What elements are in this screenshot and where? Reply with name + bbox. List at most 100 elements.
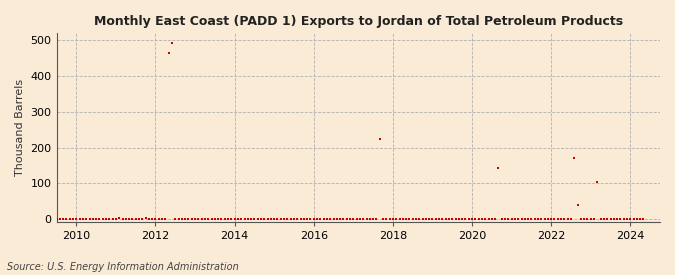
Point (289, 217, 300, 221)
Point (219, 217, 230, 221)
Point (101, 217, 111, 221)
Point (394, 217, 405, 221)
Point (431, 217, 441, 221)
Point (68, 217, 78, 221)
Point (338, 217, 349, 221)
Point (410, 217, 421, 221)
Point (407, 217, 418, 221)
Point (279, 217, 290, 221)
Point (275, 217, 286, 221)
Point (64, 217, 75, 221)
Point (351, 217, 362, 221)
Point (493, 166, 504, 170)
Point (137, 217, 148, 221)
Point (450, 217, 461, 221)
Point (308, 217, 319, 221)
Point (589, 217, 599, 221)
Point (384, 217, 395, 221)
Point (539, 217, 550, 221)
Point (447, 217, 458, 221)
Point (602, 217, 613, 221)
Point (615, 217, 626, 221)
Point (209, 217, 220, 221)
Point (45, 217, 55, 221)
Point (318, 217, 329, 221)
Point (200, 217, 211, 221)
Point (292, 217, 302, 221)
Point (592, 180, 603, 184)
Point (358, 217, 369, 221)
Point (473, 217, 484, 221)
Point (61, 217, 72, 221)
Point (572, 202, 583, 207)
Point (107, 217, 118, 221)
Point (440, 217, 451, 221)
Point (114, 216, 125, 220)
Point (638, 217, 649, 221)
Point (262, 217, 273, 221)
Point (295, 217, 306, 221)
Point (595, 217, 606, 221)
Point (387, 217, 398, 221)
Point (236, 217, 246, 221)
Point (256, 217, 267, 221)
Point (252, 217, 263, 221)
Point (457, 217, 468, 221)
Point (41, 217, 52, 221)
Point (576, 217, 587, 221)
Point (427, 217, 438, 221)
Point (127, 217, 138, 221)
Point (150, 217, 161, 221)
Point (84, 217, 95, 221)
Point (144, 217, 155, 221)
Point (193, 217, 204, 221)
Point (90, 217, 101, 221)
Point (146, 217, 157, 221)
Point (632, 217, 643, 221)
Point (401, 217, 412, 221)
Point (38, 217, 49, 221)
Point (536, 217, 547, 221)
Point (272, 217, 283, 221)
Point (483, 217, 494, 221)
Point (599, 217, 610, 221)
Point (202, 217, 213, 221)
Point (94, 217, 105, 221)
Point (417, 217, 428, 221)
Y-axis label: Thousand Barrels: Thousand Barrels (15, 79, 25, 176)
Point (305, 217, 316, 221)
Point (134, 217, 144, 221)
Point (190, 217, 200, 221)
Point (529, 217, 540, 221)
Point (414, 217, 425, 221)
Point (503, 217, 514, 221)
Point (506, 217, 517, 221)
Point (513, 217, 524, 221)
Point (454, 217, 464, 221)
Point (516, 217, 527, 221)
Point (354, 217, 365, 221)
Point (163, 50, 174, 55)
Point (186, 217, 197, 221)
Point (345, 217, 356, 221)
Point (533, 217, 543, 221)
Point (487, 217, 497, 221)
Point (111, 217, 122, 221)
Point (78, 217, 88, 221)
Point (470, 217, 481, 221)
Point (391, 217, 402, 221)
Point (196, 217, 207, 221)
Point (522, 217, 533, 221)
Point (124, 217, 134, 221)
Point (335, 217, 346, 221)
Point (74, 217, 85, 221)
Point (526, 217, 537, 221)
Point (433, 217, 444, 221)
Point (549, 217, 560, 221)
Point (242, 217, 253, 221)
Point (361, 217, 372, 221)
Point (543, 217, 554, 221)
Point (569, 156, 580, 160)
Point (612, 217, 622, 221)
Point (375, 136, 385, 141)
